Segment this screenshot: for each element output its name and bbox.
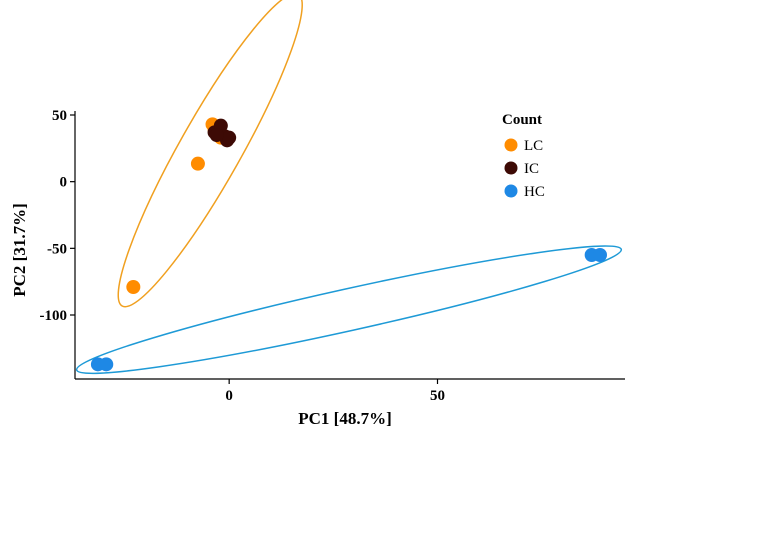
point-lc <box>190 156 205 171</box>
point-ic <box>222 130 237 145</box>
legend-label-ic: IC <box>524 161 539 177</box>
y-tick-label: -100 <box>40 308 68 324</box>
y-ticks: 50 0 -50 -100 <box>40 108 75 324</box>
x-tick-label: 50 <box>430 388 445 404</box>
axes <box>74 111 625 380</box>
legend-marker-lc <box>504 138 518 152</box>
x-ticks: 0 50 <box>225 379 445 404</box>
legend-marker-ic <box>504 161 518 175</box>
point-ic <box>209 128 224 142</box>
legend-label-lc: LC <box>524 138 543 154</box>
legend-label-hc: HC <box>524 184 545 200</box>
point-hc <box>99 357 114 372</box>
ellipse-lc <box>117 0 303 308</box>
x-tick-label: 0 <box>225 388 233 404</box>
y-tick-label: 0 <box>60 175 68 191</box>
y-tick-label: -50 <box>47 241 67 257</box>
legend-marker-hc <box>504 184 518 198</box>
point-lc <box>126 280 141 294</box>
point-hc <box>593 248 607 262</box>
ellipse-hc <box>75 245 623 375</box>
y-tick-label: 50 <box>52 108 67 124</box>
scatter-points <box>90 117 607 372</box>
y-axis-title: PC2 [31.7%] <box>10 203 29 296</box>
legend-title: Count <box>502 112 542 128</box>
legend: Count LC IC HC <box>502 112 545 200</box>
confidence-ellipses <box>75 0 623 375</box>
x-axis-title: PC1 [48.7%] <box>298 409 391 428</box>
